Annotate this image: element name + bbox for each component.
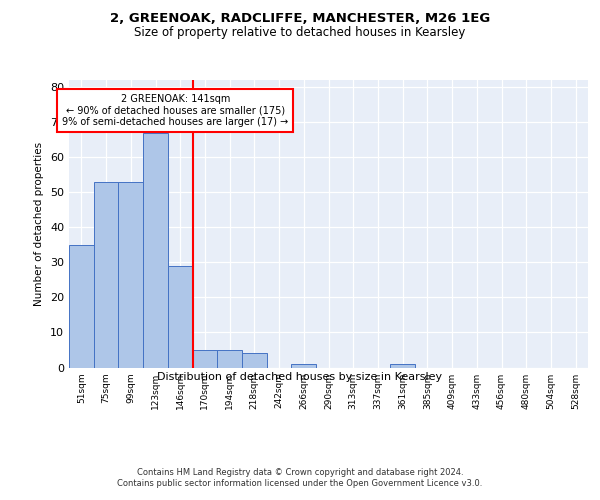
Bar xyxy=(390,364,415,368)
Text: Size of property relative to detached houses in Kearsley: Size of property relative to detached ho… xyxy=(134,26,466,39)
Bar xyxy=(242,354,267,368)
Bar xyxy=(193,350,217,368)
Bar xyxy=(292,364,316,368)
Bar xyxy=(69,245,94,368)
Text: 2 GREENOAK: 141sqm
← 90% of detached houses are smaller (175)
9% of semi-detache: 2 GREENOAK: 141sqm ← 90% of detached hou… xyxy=(62,94,289,127)
Text: Contains HM Land Registry data © Crown copyright and database right 2024.
Contai: Contains HM Land Registry data © Crown c… xyxy=(118,468,482,487)
Text: 2, GREENOAK, RADCLIFFE, MANCHESTER, M26 1EG: 2, GREENOAK, RADCLIFFE, MANCHESTER, M26 … xyxy=(110,12,490,26)
Bar xyxy=(168,266,193,368)
Text: Distribution of detached houses by size in Kearsley: Distribution of detached houses by size … xyxy=(157,372,443,382)
Bar xyxy=(217,350,242,368)
Y-axis label: Number of detached properties: Number of detached properties xyxy=(34,142,44,306)
Bar xyxy=(143,132,168,368)
Bar xyxy=(118,182,143,368)
Bar xyxy=(94,182,118,368)
